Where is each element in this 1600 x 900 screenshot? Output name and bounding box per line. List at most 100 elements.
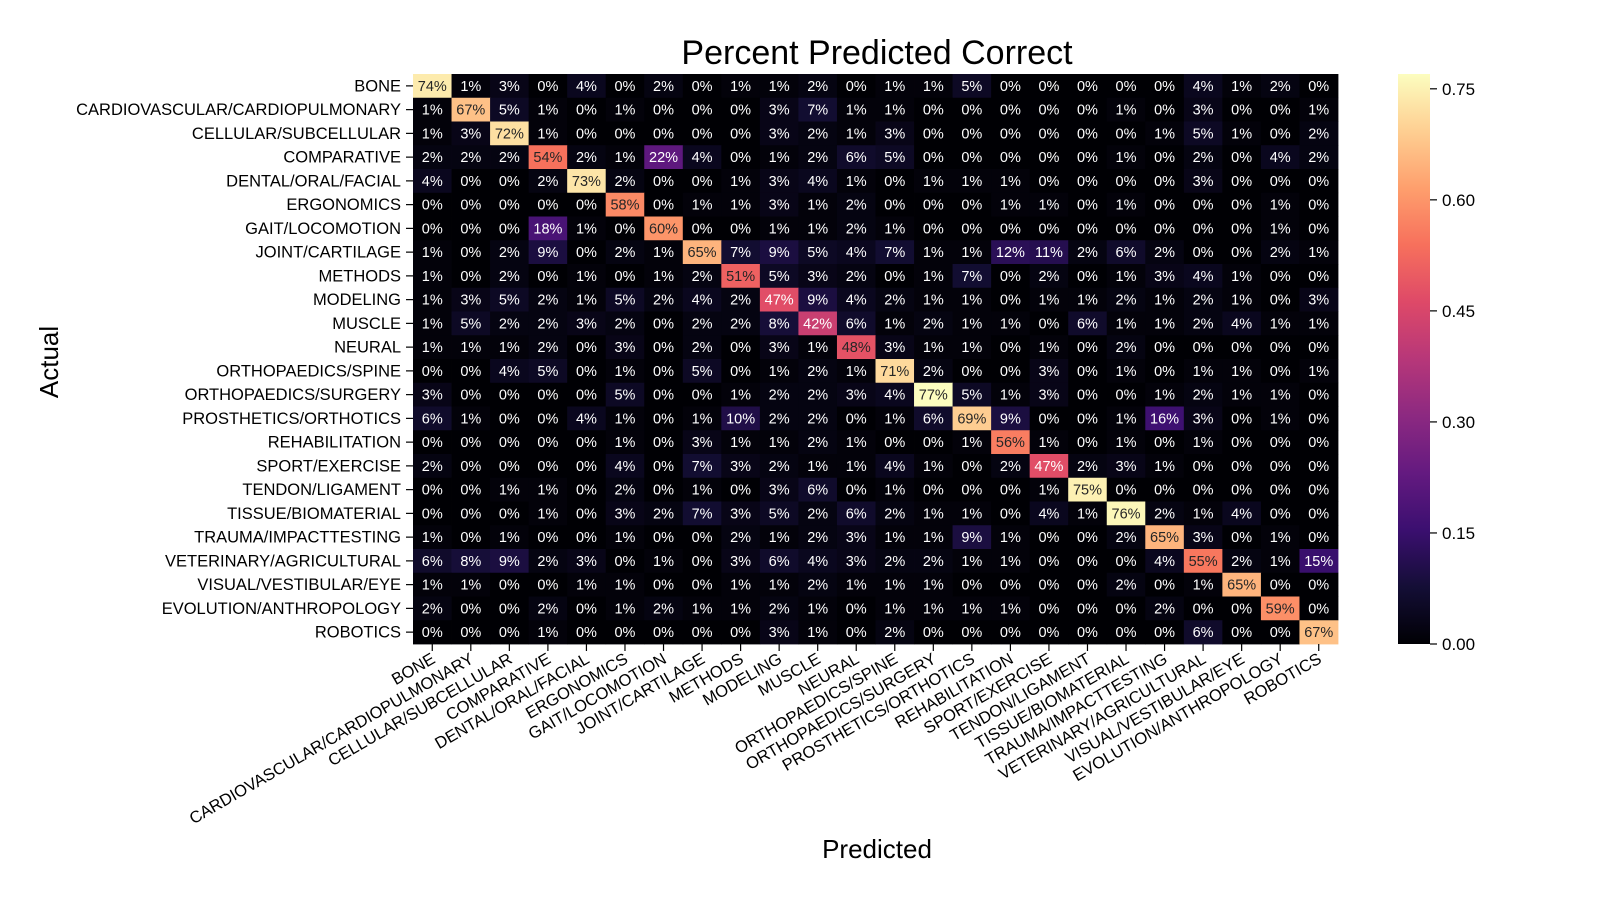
heatmap-cell bbox=[1183, 549, 1223, 574]
cell-value-label: 0% bbox=[1270, 174, 1291, 190]
cell-value-label: 1% bbox=[884, 221, 905, 237]
heatmap-cell bbox=[836, 620, 876, 645]
cell-value-label: 0% bbox=[1038, 126, 1059, 142]
heatmap-cell bbox=[1145, 454, 1185, 479]
cell-value-label: 1% bbox=[846, 364, 867, 380]
cell-value-label: 1% bbox=[769, 578, 790, 594]
heatmap-cell bbox=[451, 430, 491, 455]
heatmap-cell bbox=[1029, 501, 1069, 526]
cell-value-label: 0% bbox=[1000, 578, 1021, 594]
heatmap-cell bbox=[490, 525, 530, 550]
heatmap-cell bbox=[836, 477, 876, 502]
heatmap-cell bbox=[1183, 287, 1223, 312]
cell-value-label: 0% bbox=[730, 103, 751, 119]
cell-value-label: 0% bbox=[422, 435, 443, 451]
heatmap-cell bbox=[644, 192, 684, 217]
cell-value-label: 0% bbox=[1077, 530, 1098, 546]
heatmap-cell bbox=[1183, 406, 1223, 431]
cell-value-label: 0% bbox=[692, 530, 713, 546]
cell-value-label: 1% bbox=[1231, 388, 1252, 404]
heatmap-cell bbox=[1222, 311, 1262, 336]
cell-value-label: 0% bbox=[460, 530, 481, 546]
cell-value-label: 1% bbox=[576, 221, 597, 237]
heatmap-cell bbox=[721, 264, 761, 289]
cell-value-label: 2% bbox=[499, 150, 520, 166]
cell-value-label: 2% bbox=[692, 316, 713, 332]
cell-value-label: 1% bbox=[923, 578, 944, 594]
heatmap-cell bbox=[490, 596, 530, 621]
heatmap-cell bbox=[991, 74, 1031, 99]
cell-value-label: 54% bbox=[533, 150, 562, 166]
cell-value-label: 3% bbox=[769, 126, 790, 142]
cell-value-label: 0% bbox=[1231, 103, 1252, 119]
heatmap-cell bbox=[1068, 525, 1108, 550]
heatmap-cell bbox=[1299, 264, 1339, 289]
heatmap-cell bbox=[1222, 240, 1262, 265]
heatmap-cell bbox=[682, 97, 722, 122]
heatmap-cell bbox=[914, 97, 953, 122]
heatmap-cell bbox=[413, 430, 452, 455]
cell-value-label: 65% bbox=[1150, 530, 1179, 546]
cell-value-label: 0% bbox=[692, 625, 713, 641]
cell-value-label: 1% bbox=[923, 459, 944, 475]
cell-value-label: 1% bbox=[1308, 245, 1329, 261]
cell-value-label: 0% bbox=[1154, 364, 1175, 380]
heatmap-cell bbox=[1145, 382, 1185, 407]
cell-value-label: 1% bbox=[923, 174, 944, 190]
heatmap-cell bbox=[875, 382, 915, 407]
heatmap-cell bbox=[1222, 549, 1262, 574]
cell-value-label: 3% bbox=[769, 174, 790, 190]
heatmap-cell bbox=[413, 169, 452, 194]
heatmap-cell bbox=[875, 311, 915, 336]
cell-value-label: 1% bbox=[730, 79, 751, 95]
cell-value-label: 7% bbox=[730, 245, 751, 261]
heatmap-cell bbox=[721, 121, 761, 146]
heatmap-cell bbox=[1068, 359, 1108, 384]
cell-value-label: 3% bbox=[846, 530, 867, 546]
heatmap-cell bbox=[875, 359, 915, 384]
cell-value-label: 2% bbox=[884, 554, 905, 570]
cell-value-label: 1% bbox=[730, 198, 751, 214]
heatmap-cell bbox=[952, 145, 992, 170]
heatmap-cell bbox=[682, 477, 722, 502]
cell-value-label: 2% bbox=[769, 601, 790, 617]
cell-value-label: 1% bbox=[1154, 293, 1175, 309]
cell-value-label: 2% bbox=[537, 316, 558, 332]
cell-value-label: 4% bbox=[1231, 506, 1252, 522]
cell-value-label: 1% bbox=[846, 126, 867, 142]
cell-value-label: 0% bbox=[614, 554, 635, 570]
heatmap-cell bbox=[798, 264, 838, 289]
cell-value-label: 0% bbox=[1154, 483, 1175, 499]
cell-value-label: 0% bbox=[730, 625, 751, 641]
heatmap-cell bbox=[1029, 406, 1069, 431]
heatmap-cell bbox=[1222, 359, 1262, 384]
heatmap-cell bbox=[451, 382, 491, 407]
cell-value-label: 1% bbox=[422, 103, 443, 119]
heatmap-cell bbox=[991, 454, 1031, 479]
cell-value-label: 0% bbox=[1231, 483, 1252, 499]
cell-value-label: 1% bbox=[1000, 198, 1021, 214]
heatmap-cell bbox=[798, 596, 838, 621]
cell-value-label: 0% bbox=[1231, 530, 1252, 546]
heatmap-cell bbox=[991, 216, 1031, 241]
cell-value-label: 1% bbox=[614, 103, 635, 119]
cell-value-label: 6% bbox=[923, 411, 944, 427]
heatmap-cell bbox=[875, 596, 915, 621]
heatmap-cell bbox=[528, 97, 568, 122]
cell-value-label: 1% bbox=[1077, 293, 1098, 309]
heatmap-cell bbox=[721, 596, 761, 621]
heatmap-cell bbox=[567, 192, 607, 217]
y-tick-label: ORTHOPAEDICS/SPINE bbox=[216, 362, 401, 380]
colorbar-ticks: 0.00 0.15 0.30 0.45 0.60 0.75 bbox=[1430, 80, 1475, 654]
cell-value-label: 0% bbox=[653, 483, 674, 499]
heatmap-cell bbox=[798, 169, 838, 194]
heatmap-cell bbox=[1106, 359, 1146, 384]
heatmap-cell bbox=[991, 335, 1031, 360]
y-tick-label: JOINT/CARTILAGE bbox=[256, 244, 401, 262]
y-tick-label: REHABILITATION bbox=[268, 434, 401, 452]
cell-value-label: 4% bbox=[1231, 316, 1252, 332]
heatmap-cell bbox=[991, 359, 1031, 384]
cell-value-label: 1% bbox=[923, 79, 944, 95]
heatmap-cell bbox=[605, 406, 645, 431]
